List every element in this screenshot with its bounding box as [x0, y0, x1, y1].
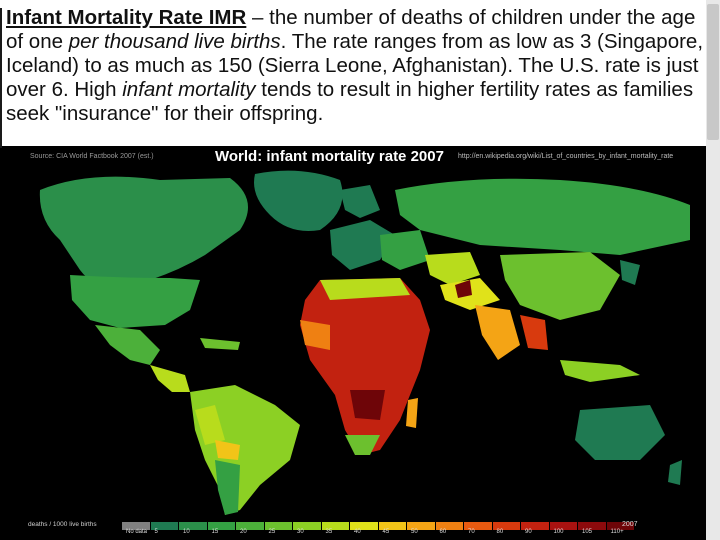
argentina-chile	[215, 460, 240, 515]
legend-swatch	[350, 522, 378, 530]
text-frame-left-border	[0, 8, 2, 148]
legend-tick-label: 25	[268, 529, 276, 535]
legend-swatch	[407, 522, 435, 530]
central-africa	[350, 390, 385, 420]
scandinavia	[340, 185, 380, 218]
scrollbar-thumb[interactable]	[707, 4, 719, 140]
southeast-asia	[520, 315, 548, 350]
legend-swatch	[549, 522, 577, 530]
text-part-1: – the number of deaths of children under…	[6, 6, 696, 53]
legend-tick-label: 20	[240, 529, 247, 535]
legend-tick-label: 80	[496, 529, 504, 535]
legend-swatch	[150, 522, 178, 530]
legend-label: deaths / 1000 live births	[28, 521, 97, 528]
peru	[195, 405, 225, 445]
legend-swatch	[236, 522, 264, 530]
legend-tick-label: 50	[411, 529, 418, 535]
term-imr: Infant Mortality Rate IMR	[6, 6, 247, 29]
legend-swatch	[378, 522, 406, 530]
legend-tick-label: 70	[468, 529, 475, 535]
legend-swatch	[179, 522, 207, 530]
australia	[575, 405, 665, 460]
greenland	[254, 170, 343, 231]
legend-year: 2007	[622, 521, 638, 528]
legend-tick-label: 35	[325, 529, 333, 535]
legend-tick-label: 5	[154, 529, 158, 535]
indonesia	[560, 360, 640, 382]
legend-tick-label: 15	[211, 529, 219, 535]
africa	[300, 278, 430, 455]
bolivia	[215, 440, 240, 460]
russia	[395, 178, 690, 255]
madagascar	[406, 398, 418, 428]
emphasis-per-thousand: per thousand live births	[68, 30, 281, 53]
legend-tick-label: No data	[126, 529, 148, 535]
slide-text: Infant Mortality Rate IMR – the number o…	[0, 0, 705, 175]
legend-swatch	[207, 522, 235, 530]
eastern-europe	[380, 230, 430, 270]
north-africa	[320, 278, 410, 300]
legend-tick-label: 110+	[610, 529, 624, 535]
india	[475, 305, 520, 360]
new-zealand	[668, 460, 682, 485]
legend-swatch	[293, 522, 321, 530]
legend-swatch	[264, 522, 292, 530]
mexico	[95, 325, 160, 365]
legend-swatch	[464, 522, 492, 530]
oceania	[575, 405, 682, 485]
japan	[620, 260, 640, 285]
map-source: Source: CIA World Factbook 2007 (est.)	[30, 153, 154, 160]
legend-tick-label: 60	[439, 529, 447, 535]
legend-tick-label: 40	[354, 529, 361, 535]
legend-tick-label: 100	[553, 529, 564, 535]
world-map	[39, 170, 690, 515]
map-title: World: infant mortality rate 2007	[215, 148, 444, 165]
south-america	[190, 385, 300, 515]
legend-swatch	[521, 522, 549, 530]
afghanistan	[455, 280, 472, 298]
legend-swatch	[435, 522, 463, 530]
legend-swatch	[606, 522, 634, 530]
brazil-region	[190, 385, 300, 515]
legend-tick-label: 30	[297, 529, 304, 535]
legend-tick-label: 90	[525, 529, 532, 535]
emphasis-infant-mortality: infant mortality	[122, 78, 256, 101]
legend-swatch	[578, 522, 606, 530]
legend-swatch	[122, 522, 150, 530]
china	[500, 252, 620, 320]
central-america	[150, 365, 190, 392]
asia	[395, 178, 690, 382]
north-america	[39, 170, 343, 392]
text-part-2: . The rate ranges from as low as 3 (Sing…	[6, 30, 704, 101]
legend-tick-label: 105	[582, 529, 593, 535]
west-africa	[300, 320, 330, 350]
legend-swatch	[321, 522, 349, 530]
western-europe	[330, 220, 395, 270]
south-africa	[345, 435, 380, 455]
central-asia	[425, 252, 480, 285]
sub-saharan-africa	[300, 278, 430, 455]
caribbean	[200, 338, 240, 350]
legend-tick-label: 10	[183, 529, 190, 535]
text-part-3: tends to result in higher fertility rate…	[6, 78, 694, 125]
canada	[39, 176, 249, 286]
legend-swatch	[492, 522, 520, 530]
europe	[330, 185, 430, 270]
legend-tick-label: 45	[382, 529, 390, 535]
map-url: http://en.wikipedia.org/wiki/List_of_cou…	[458, 153, 674, 160]
usa	[70, 275, 200, 328]
